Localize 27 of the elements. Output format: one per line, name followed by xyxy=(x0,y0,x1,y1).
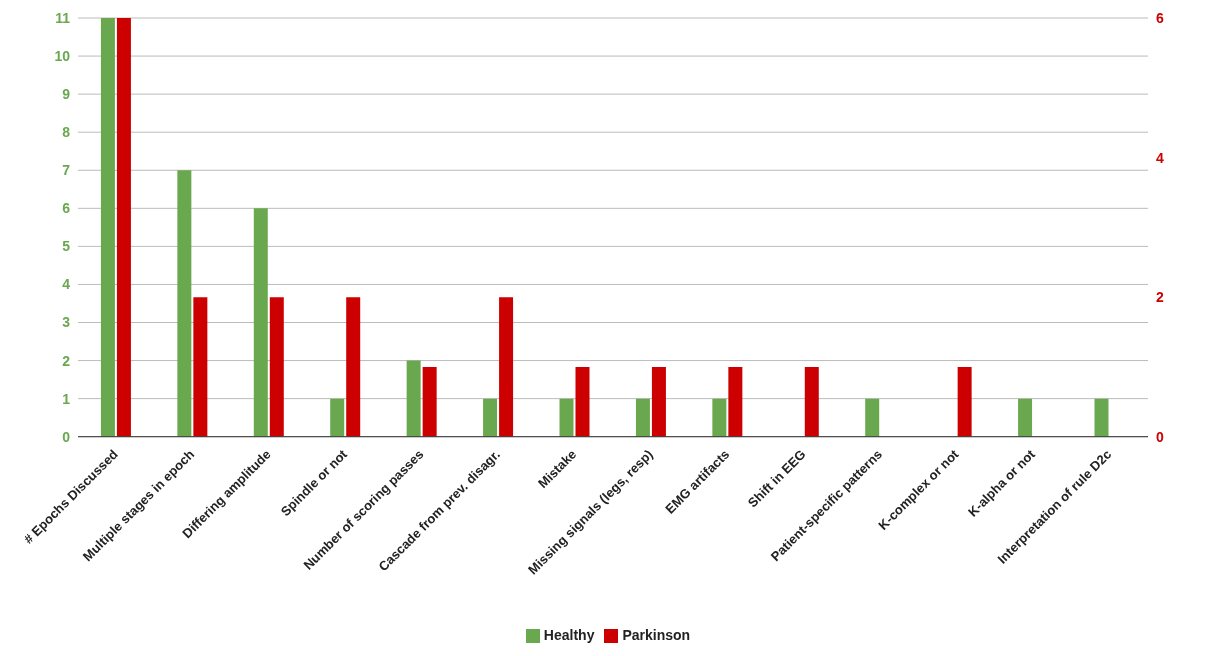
bar xyxy=(483,398,498,437)
bar xyxy=(957,366,972,437)
bar xyxy=(499,297,514,437)
y-tick-label: 4 xyxy=(62,276,71,293)
y2-tick-label: 0 xyxy=(1156,428,1164,445)
bar xyxy=(865,398,880,437)
bar xyxy=(346,297,361,437)
bar xyxy=(1094,398,1109,437)
y-tick-label: 11 xyxy=(55,9,71,26)
y-tick-label: 9 xyxy=(62,86,71,103)
y2-tick-label: 4 xyxy=(1156,149,1164,166)
y-tick-label: 5 xyxy=(62,238,71,255)
legend-label: Healthy xyxy=(543,626,595,643)
bar xyxy=(804,366,819,437)
y-tick-label: 2 xyxy=(62,352,71,369)
y-tick-label: 0 xyxy=(62,428,71,445)
legend-label: Parkinson xyxy=(622,626,691,643)
y-tick-label: 1 xyxy=(62,390,71,407)
y-tick-label: 3 xyxy=(62,314,71,331)
bar xyxy=(330,398,345,437)
y-tick-label: 10 xyxy=(54,48,71,65)
y-tick-label: 8 xyxy=(62,124,71,141)
bar xyxy=(1018,398,1033,437)
y2-tick-label: 6 xyxy=(1156,9,1164,26)
y-tick-label: 7 xyxy=(62,162,71,179)
y-tick-label: 6 xyxy=(62,200,71,217)
y2-tick-label: 2 xyxy=(1156,289,1164,306)
